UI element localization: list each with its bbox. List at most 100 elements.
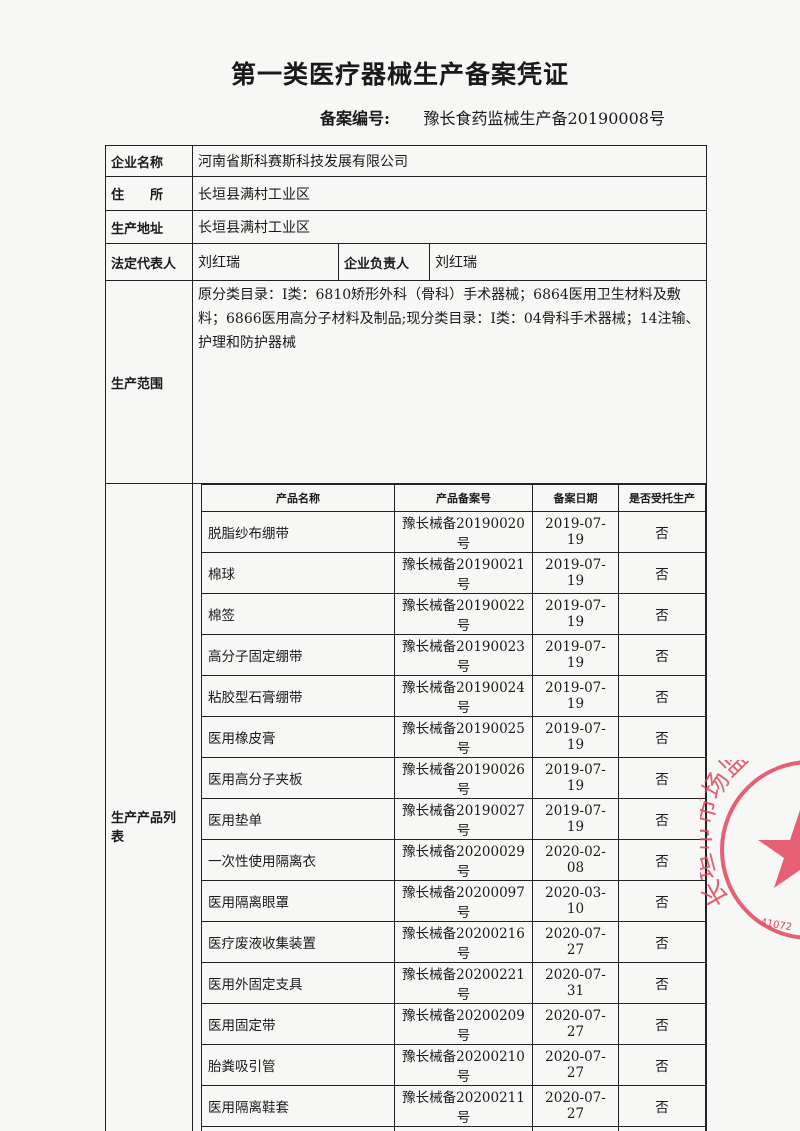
record-number-cell: 豫长械备20200221号 bbox=[394, 962, 533, 1004]
record-number-cell: 豫长械备20200211号 bbox=[394, 1085, 533, 1127]
product-name-cell: 医用橡皮膏 bbox=[201, 716, 395, 758]
entrusted-cell: 否 bbox=[618, 1003, 706, 1045]
record-number-cell: 豫长械备20190021号 bbox=[394, 552, 533, 594]
record-number-cell: 豫长械备20190023号 bbox=[394, 634, 533, 676]
record-date-cell: 2020-07-27 bbox=[532, 1044, 619, 1086]
product-table: 产品名称 产品备案号 备案日期 是否受托生产 脱脂纱布绷带 豫长械备20190020号 2… bbox=[201, 484, 706, 1131]
table-row: 棉签 豫长械备20190022号 2019-07-19 否 bbox=[201, 593, 706, 635]
legal-rep-label: 法定代表人 bbox=[105, 243, 193, 281]
entrusted-cell: 否 bbox=[618, 962, 706, 1004]
record-date-cell: 2019-07-19 bbox=[532, 511, 619, 553]
entrusted-cell: 否 bbox=[618, 716, 706, 758]
product-name-cell: 医用垫单 bbox=[201, 798, 395, 840]
record-date-cell: 2020-03-10 bbox=[532, 880, 619, 922]
product-name-cell: 粘胶型石膏绷带 bbox=[201, 675, 395, 717]
entrusted-cell: 否 bbox=[618, 880, 706, 922]
entrusted-cell: 否 bbox=[618, 1126, 706, 1131]
table-row: 脱脂纱布绷带 豫长械备20190020号 2019-07-19 否 bbox=[201, 511, 706, 553]
record-date-cell: 2020-07-27 bbox=[532, 921, 619, 963]
entrusted-cell: 否 bbox=[618, 675, 706, 717]
record-date-cell: 2020-07-27 bbox=[532, 1003, 619, 1045]
table-row: 医用外固定支具 豫长械备20200221号 2020-07-31 否 bbox=[201, 962, 706, 1004]
table-row: 医用高分子夹板 豫长械备20190026号 2019-07-19 否 bbox=[201, 757, 706, 799]
table-row: 医用橡皮膏 豫长械备20190025号 2019-07-19 否 bbox=[201, 716, 706, 758]
record-date-cell: 2020-07-31 bbox=[532, 962, 619, 1004]
production-address-label: 生产地址 bbox=[105, 210, 193, 244]
scope-value: 原分类目录：Ⅰ类：6810矫形外科（骨科）手术器械；6864医用卫生材料及敷料；… bbox=[192, 280, 707, 484]
entrusted-cell: 否 bbox=[618, 839, 706, 881]
record-number-cell: 豫长械备20190020号 bbox=[394, 511, 533, 553]
record-date-cell: 2020-07-27 bbox=[532, 1085, 619, 1127]
company-head-value: 刘红瑞 bbox=[429, 243, 707, 281]
entrusted-cell: 否 bbox=[618, 798, 706, 840]
table-row: 医用隔离眼罩 豫长械备20200097号 2020-03-10 否 bbox=[201, 880, 706, 922]
record-date-cell: 2019-07-19 bbox=[532, 757, 619, 799]
address-value: 长垣县满村工业区 bbox=[192, 176, 707, 211]
company-head-label: 企业负责人 bbox=[338, 243, 430, 281]
company-name-label: 企业名称 bbox=[105, 145, 193, 177]
entrusted-cell: 否 bbox=[618, 1044, 706, 1086]
product-list-label: 生产产品列表 bbox=[105, 483, 193, 1131]
record-date-cell: 2019-07-19 bbox=[532, 798, 619, 840]
record-number-cell: 豫长械备20190024号 bbox=[394, 675, 533, 717]
product-name-cell: 高分子固定绷带 bbox=[201, 634, 395, 676]
record-date-cell: 2020-07-27 bbox=[532, 1126, 619, 1131]
table-row: 高分子固定绷带 豫长械备20190023号 2019-07-19 否 bbox=[201, 634, 706, 676]
certificate-table: 企业名称 河南省斯科赛斯科技发展有限公司 住 所 长垣县满村工业区 生产地址 长… bbox=[105, 145, 707, 1131]
record-number-cell: 豫长械备20200097号 bbox=[394, 880, 533, 922]
record-date-cell: 2019-07-19 bbox=[532, 634, 619, 676]
address-label: 住 所 bbox=[105, 176, 193, 211]
table-row: 棉球 豫长械备20190021号 2019-07-19 否 bbox=[201, 552, 706, 594]
column-header: 备案日期 bbox=[532, 484, 619, 512]
record-date-cell: 2019-07-19 bbox=[532, 675, 619, 717]
table-row: 医用隔离鞋套 豫长械备20200211号 2020-07-27 否 bbox=[201, 1085, 706, 1127]
record-number-cell: 豫长械备20200216号 bbox=[394, 921, 533, 963]
product-name-cell: 医用隔离鞋套 bbox=[201, 1085, 395, 1127]
table-row: 胎粪吸引管 豫长械备20200210号 2020-07-27 否 bbox=[201, 1044, 706, 1086]
record-number-cell: 豫长械备20190026号 bbox=[394, 757, 533, 799]
record-number-label: 备案编号: bbox=[320, 109, 390, 128]
column-header: 产品备案号 bbox=[394, 484, 533, 512]
record-number-cell: 豫长械备20190025号 bbox=[394, 716, 533, 758]
table-row: 医用固定带 豫长械备20200209号 2020-07-27 否 bbox=[201, 1003, 706, 1045]
scope-label: 生产范围 bbox=[105, 280, 193, 484]
entrusted-cell: 否 bbox=[618, 921, 706, 963]
record-date-cell: 2019-07-19 bbox=[532, 552, 619, 594]
record-number-cell: 豫长械备20200210号 bbox=[394, 1044, 533, 1086]
record-number-cell: 豫长械备20200212号 bbox=[394, 1126, 533, 1131]
entrusted-cell: 否 bbox=[618, 1085, 706, 1127]
product-name-cell: 一次性使用隔离衣 bbox=[201, 839, 395, 881]
svg-text:长垣市市场监: 长垣市市场监 bbox=[700, 760, 754, 912]
table-row: 医疗废液收集装置 豫长械备20200216号 2020-07-27 否 bbox=[201, 921, 706, 963]
column-header: 产品名称 bbox=[201, 484, 395, 512]
product-name-cell: 棉签 bbox=[201, 593, 395, 635]
table-row: 医用垫单 豫长械备20190027号 2019-07-19 否 bbox=[201, 798, 706, 840]
record-number-cell: 豫长械备20200209号 bbox=[394, 1003, 533, 1045]
product-name-cell: 医用高分子夹板 bbox=[201, 757, 395, 799]
entrusted-cell: 否 bbox=[618, 757, 706, 799]
entrusted-cell: 否 bbox=[618, 593, 706, 635]
record-number: 备案编号: 豫长食药监械生产备20190008号 bbox=[320, 105, 665, 129]
svg-text:41072: 41072 bbox=[759, 917, 792, 933]
table-row: 粘胶型石膏绷带 豫长械备20190024号 2019-07-19 否 bbox=[201, 675, 706, 717]
record-date-cell: 2019-07-19 bbox=[532, 716, 619, 758]
product-name-cell: 胎粪吸引管 bbox=[201, 1044, 395, 1086]
product-name-cell: 脱脂纱布绷带 bbox=[201, 511, 395, 553]
product-name-cell: 医疗废液收集装置 bbox=[201, 921, 395, 963]
production-address-value: 长垣县满村工业区 bbox=[192, 210, 707, 244]
product-name-cell: 医用外固定支具 bbox=[201, 962, 395, 1004]
product-name-cell: 棉球 bbox=[201, 552, 395, 594]
record-number-cell: 豫长械备20200029号 bbox=[394, 839, 533, 881]
product-name-cell: 废液收集袋 bbox=[201, 1126, 395, 1131]
page-title: 第一类医疗器械生产备案凭证 bbox=[230, 60, 569, 89]
record-date-cell: 2019-07-19 bbox=[532, 593, 619, 635]
company-name-value: 河南省斯科赛斯科技发展有限公司 bbox=[192, 145, 707, 177]
product-name-cell: 医用隔离眼罩 bbox=[201, 880, 395, 922]
table-row: 一次性使用隔离衣 豫长械备20200029号 2020-02-08 否 bbox=[201, 839, 706, 881]
record-number-cell: 豫长械备20190022号 bbox=[394, 593, 533, 635]
record-number-cell: 豫长械备20190027号 bbox=[394, 798, 533, 840]
entrusted-cell: 否 bbox=[618, 511, 706, 553]
legal-rep-value: 刘红瑞 bbox=[192, 243, 339, 281]
record-date-cell: 2020-02-08 bbox=[532, 839, 619, 881]
